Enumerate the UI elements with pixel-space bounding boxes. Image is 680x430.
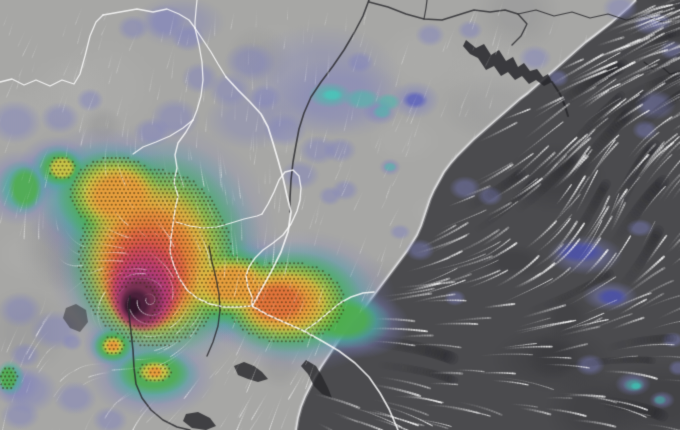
weather-map bbox=[0, 0, 680, 430]
weather-map-canvas[interactable] bbox=[0, 0, 680, 430]
